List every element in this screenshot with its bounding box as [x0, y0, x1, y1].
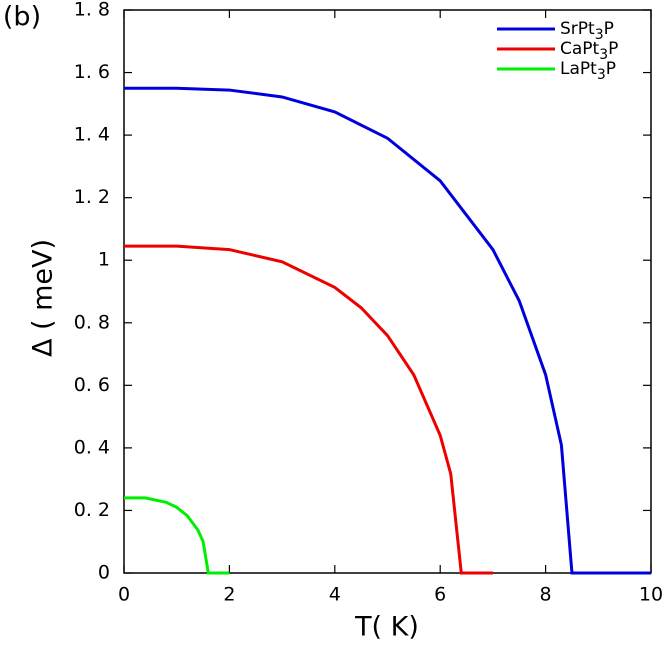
y-axis-label: Δ ( meV) [28, 239, 59, 357]
panel-label: (b) [3, 2, 41, 33]
y-tick-label: 1. 4 [74, 124, 110, 146]
series-line [124, 86, 651, 575]
series-line [124, 244, 493, 575]
y-tick-label: 0 [98, 562, 110, 584]
y-tick-label: 0. 8 [74, 311, 110, 333]
x-tick-label: 8 [540, 584, 552, 606]
plot-frame [123, 9, 652, 574]
legend-label: CaPt3P [560, 39, 618, 63]
legend-label: LaPt3P [560, 59, 616, 83]
y-tick-label: 0. 2 [74, 499, 110, 521]
x-tick-label: 6 [434, 584, 446, 606]
x-tick-label: 2 [223, 584, 235, 606]
x-tick-label: 0 [118, 584, 130, 606]
y-tick-label: 1. 2 [74, 186, 110, 208]
y-tick-label: 0. 4 [74, 436, 110, 458]
x-tick-label: 10 [639, 584, 663, 606]
y-tick-label: 0. 6 [74, 374, 110, 396]
x-axis-label: T( K) [354, 612, 419, 643]
legend-label: SrPt3P [560, 19, 614, 43]
y-tick-label: 1 [98, 249, 110, 271]
series-line [124, 496, 230, 575]
y-tick-label: 1. 6 [74, 61, 110, 83]
y-tick-label: 1. 8 [74, 0, 110, 21]
x-tick-label: 4 [329, 584, 341, 606]
